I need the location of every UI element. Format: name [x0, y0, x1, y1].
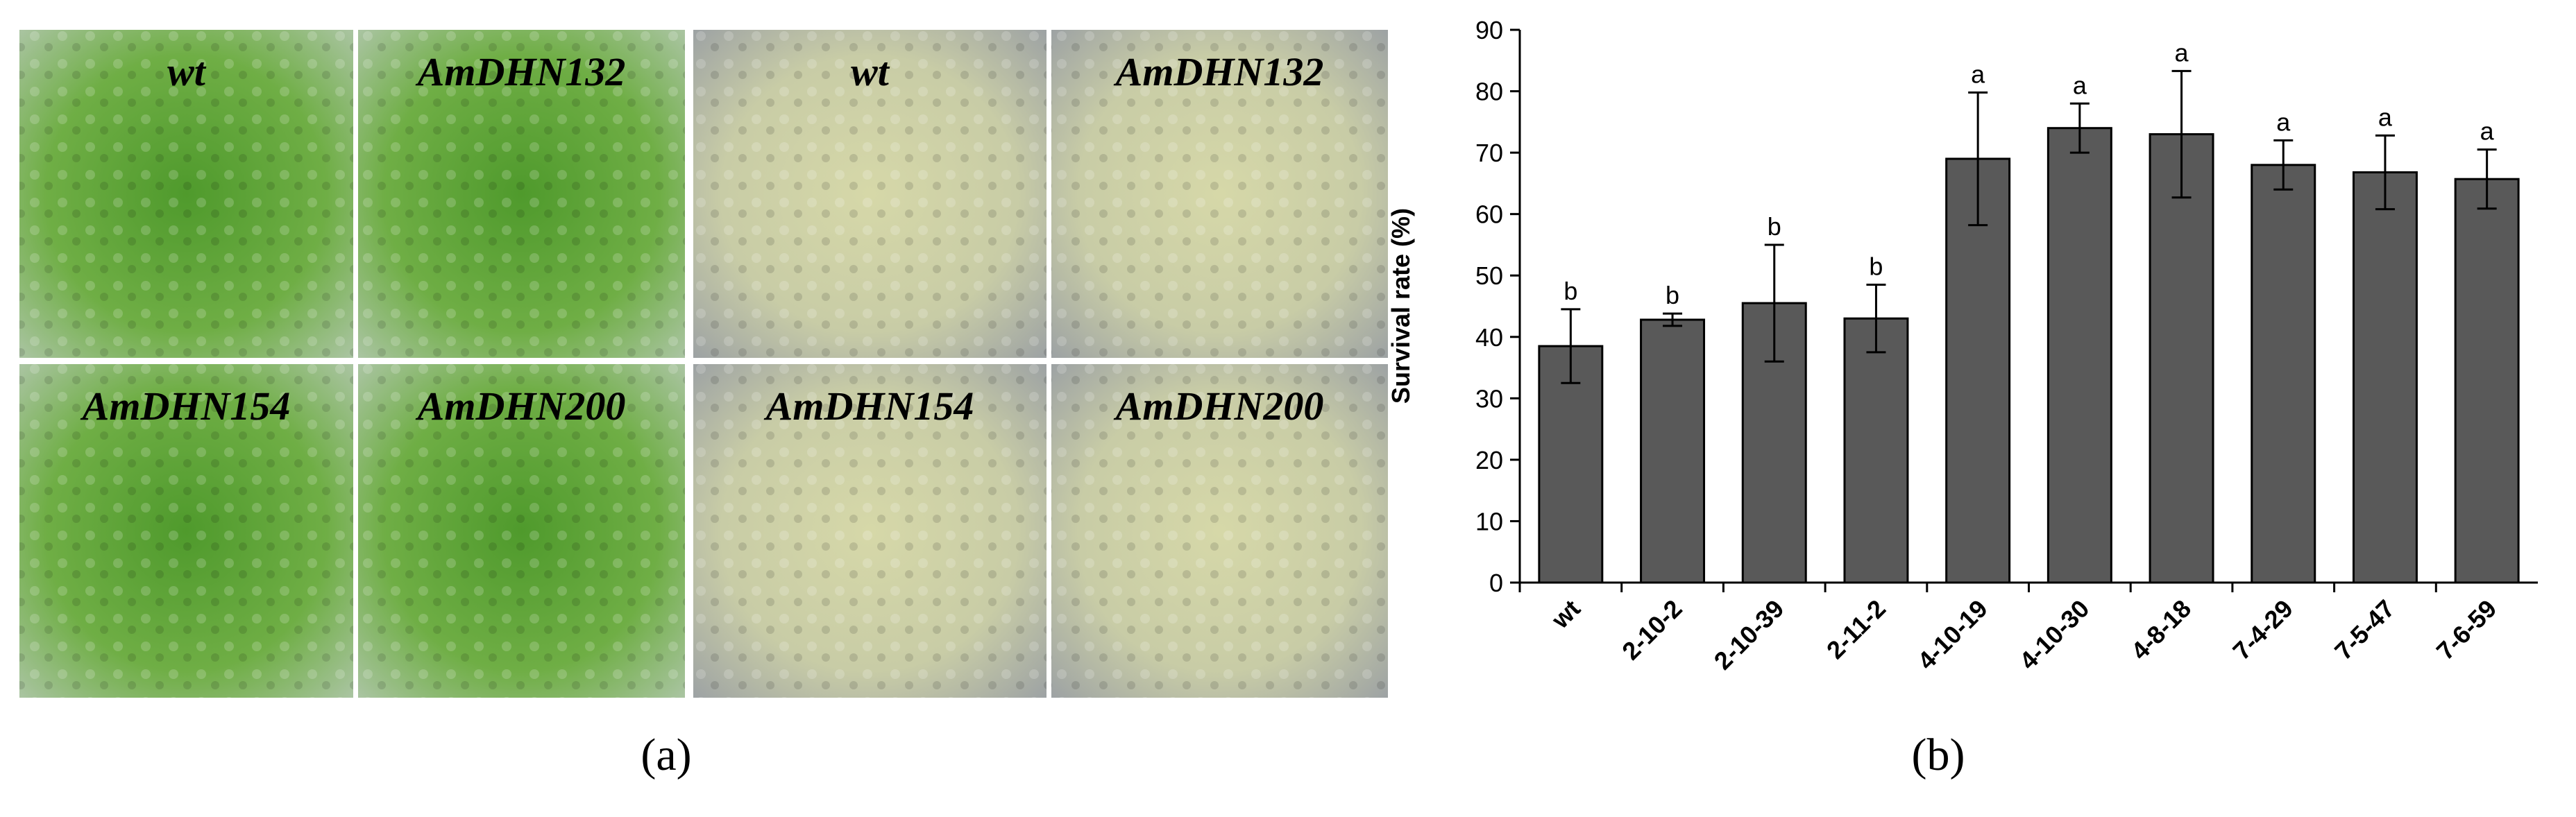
- significance-letter: b: [1564, 277, 1577, 305]
- x-tick-label: 2-10-39: [1709, 594, 1790, 676]
- bar: [1640, 318, 1706, 584]
- y-tick-label: 70: [1475, 139, 1503, 167]
- panel-caption: (a): [641, 730, 691, 780]
- y-tick-label: 20: [1475, 446, 1503, 474]
- significance-letter: a: [2378, 103, 2393, 131]
- significance-letter: b: [1666, 281, 1679, 309]
- significance-letter: a: [2073, 71, 2087, 99]
- x-tick-label: 4-10-19: [1912, 594, 1993, 676]
- x-tick-label: 2-10-2: [1616, 594, 1688, 666]
- y-tick-label: 40: [1475, 323, 1503, 352]
- y-tick-label: 60: [1475, 200, 1503, 229]
- bar: [1945, 157, 2011, 584]
- y-tick-label: 90: [1475, 16, 1503, 44]
- bar: [2149, 133, 2214, 584]
- y-tick-label: 50: [1475, 261, 1503, 290]
- tile-label: AmDHN132: [1114, 49, 1324, 94]
- y-tick-label: 30: [1475, 384, 1503, 413]
- significance-letter: a: [2175, 38, 2189, 67]
- tile-label: AmDHN154: [764, 384, 974, 429]
- y-axis-label: Survival rate (%): [1387, 208, 1415, 404]
- photo-texture: [693, 364, 1046, 698]
- tile-label: AmDHN154: [80, 384, 291, 429]
- photo-texture: [19, 30, 353, 358]
- significance-letter: a: [2276, 108, 2291, 136]
- x-tick-label: 7-4-29: [2227, 594, 2298, 666]
- photo-texture: [19, 364, 353, 698]
- tile-label: wt: [851, 49, 890, 94]
- bar: [2251, 164, 2316, 584]
- y-tick-label: 80: [1475, 78, 1503, 106]
- tile-label: AmDHN200: [1114, 384, 1324, 429]
- photo-texture: [1051, 30, 1388, 358]
- x-tick-label: wt: [1545, 594, 1586, 635]
- photo-texture: [693, 30, 1046, 358]
- photo-texture: [358, 30, 685, 358]
- bar: [1843, 317, 1909, 584]
- x-tick-label: 4-8-18: [2126, 594, 2197, 666]
- tile-label: AmDHN200: [416, 384, 626, 429]
- y-tick-label: 0: [1489, 569, 1503, 597]
- bar: [2454, 178, 2520, 584]
- significance-letter: b: [1768, 212, 1781, 241]
- x-tick-label: 2-11-2: [1821, 594, 1891, 664]
- tile-label: AmDHN132: [416, 49, 626, 94]
- tile-label: wt: [167, 49, 207, 94]
- significance-letter: a: [1971, 60, 1985, 88]
- x-tick-label: 7-6-59: [2431, 594, 2502, 666]
- x-tick-label: 7-5-47: [2329, 594, 2400, 666]
- y-tick-label: 10: [1475, 507, 1503, 535]
- significance-letter: a: [2480, 117, 2495, 146]
- photo-texture: [358, 364, 685, 698]
- significance-letter: b: [1869, 252, 1883, 281]
- bar: [2352, 171, 2418, 584]
- bar: [2047, 127, 2112, 584]
- panel-caption: (b): [1912, 730, 1965, 780]
- x-tick-label: 4-10-30: [2014, 594, 2095, 676]
- photo-texture: [1051, 364, 1388, 698]
